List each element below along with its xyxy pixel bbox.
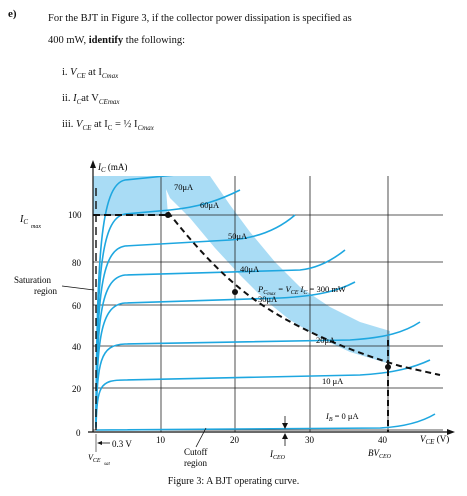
question-items: i. VCE at ICmax ii. ICat VCEmax iii. VCE… [62,60,154,138]
curve-label: 30μA [258,294,278,304]
icmax-label: IC [19,214,28,226]
curve-0ua [95,413,436,431]
question-line-2: 400 mW, identify the following: [48,35,185,46]
figure-caption: Figure 3: A BJT operating curve. [167,476,300,487]
bold-keyword: identify [88,35,124,46]
curve-label: 20μA [316,335,336,345]
cutoff-label: Cutoff [184,447,207,457]
collector-curves [95,176,436,431]
x-tick-label: 10 [156,435,166,445]
cutoff-label: region [184,458,207,468]
bvceo-point [385,364,391,370]
saturation-label: region [34,286,57,296]
saturation-shaded [93,176,168,215]
x-tick-label: 20 [230,435,240,445]
svg-text:max: max [31,224,41,230]
question-line-1: For the BJT in Figure 3, if the collecto… [48,13,352,24]
saturation-label: Saturation [14,275,51,285]
pcmax-label: PCmax = VCE IC = 300 mW [257,284,346,297]
question-text: For the BJT in Figure 3, if the collecto… [48,8,448,52]
list-item: iii. VCE at IC = ½ ICmax [62,119,154,133]
curve-30ua [95,281,356,427]
y-tick-label: 80 [72,258,82,268]
point3v-label: 0.3 V [112,439,132,449]
curve-40ua [95,249,346,425]
curve-10ua [95,359,431,429]
x-tick-label: 30 [305,435,315,445]
curve-label: 40μA [240,264,260,274]
x-axis-arrow [447,429,455,435]
pcmax-curve [167,211,441,376]
curve-label: 10 μA [322,376,344,386]
iceo-label: ICEO [269,449,286,461]
power-dissipation-region [93,176,390,364]
list-item: i. VCE at ICmax [62,67,119,81]
curve-50ua [95,214,296,423]
y-tick-label: 60 [72,301,82,311]
y-axis-title: IC (mA) [97,162,127,174]
question-number: e) [8,8,17,20]
bvceo-label: BVCEO [368,448,392,460]
curve-20ua [95,321,421,428]
y-tick-label: 20 [72,384,82,394]
curve-label: 70μA [174,182,194,192]
svg-text:sat: sat [104,462,110,467]
y-axis-arrow [90,160,96,168]
y-tick-label: 40 [72,342,82,352]
bjt-characteristic-graph: IC max 0 20 40 60 80 100 10 20 30 40 IC … [14,160,455,468]
y-tick-label: 100 [68,210,82,220]
x-axis-title: VCE (V) [420,434,449,446]
gridlines [93,176,443,432]
x-tick-label: 40 [378,435,388,445]
pcmax-point [232,289,238,295]
list-item: ii. ICat VCEmax [62,93,120,107]
vcesat-label: VCE [88,453,101,464]
curve-label: 50μA [228,231,248,241]
icmax-point [165,212,171,218]
y-tick-label: 0 [76,428,81,438]
curve-label: IB = 0 μA [325,411,359,423]
curve-label: 60μA [200,200,220,210]
